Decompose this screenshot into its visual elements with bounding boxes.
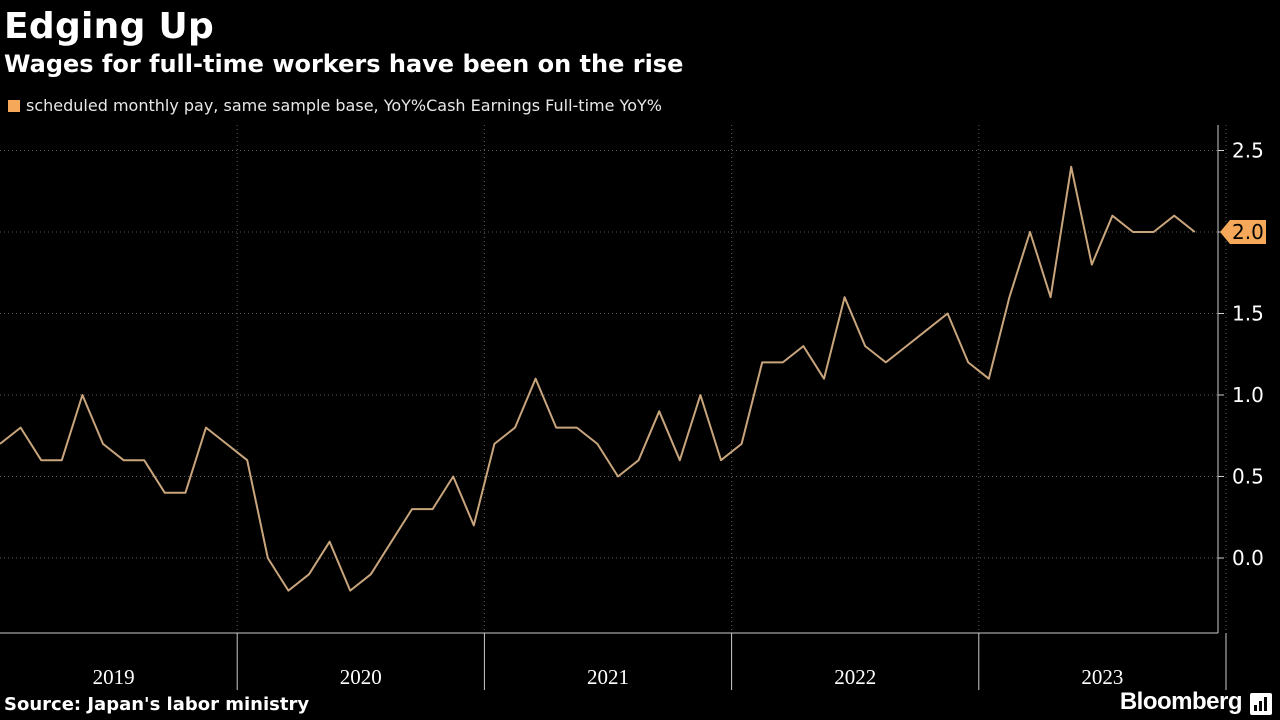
x-tick-label: 2023: [1081, 665, 1123, 689]
x-axis-labels: 2019 2020 2021 2022 2023: [93, 665, 1124, 689]
series-layer: [0, 165, 1196, 592]
last-value-tag: [1220, 220, 1266, 244]
grid-lines: [0, 150, 1218, 559]
x-tick-label: 2022: [834, 665, 876, 689]
source-note: Source: Japan's labor ministry: [4, 694, 310, 715]
chart-title: Edging Up: [4, 6, 215, 47]
y-axis: 0.0 0.5 1.0 1.5 2.0 2.5: [0, 125, 1264, 634]
last-value-callout: 2.0: [1220, 220, 1266, 244]
y-tick-label: 2.5: [1232, 139, 1264, 163]
y-tick-label: 1.5: [1232, 302, 1264, 326]
series-line: [0, 165, 1196, 592]
year-dividers: [236, 125, 1227, 690]
y-tick-label: 0.0: [1232, 546, 1264, 570]
chart-icon: [1250, 693, 1272, 715]
brand-logo: Bloomberg: [1119, 688, 1243, 715]
x-tick-label: 2021: [587, 665, 629, 689]
y-tick-label: 1.0: [1232, 383, 1264, 407]
last-value-label: 2.0: [1232, 220, 1264, 244]
y-tick-label: 0.5: [1232, 465, 1264, 489]
legend-swatch: [8, 99, 20, 112]
chart-subtitle: Wages for full-time workers have been on…: [4, 50, 684, 78]
legend-label: scheduled monthly pay, same sample base,…: [26, 96, 662, 115]
x-tick-label: 2019: [93, 665, 135, 689]
legend: scheduled monthly pay, same sample base,…: [8, 96, 662, 115]
x-tick-label: 2020: [340, 665, 382, 689]
